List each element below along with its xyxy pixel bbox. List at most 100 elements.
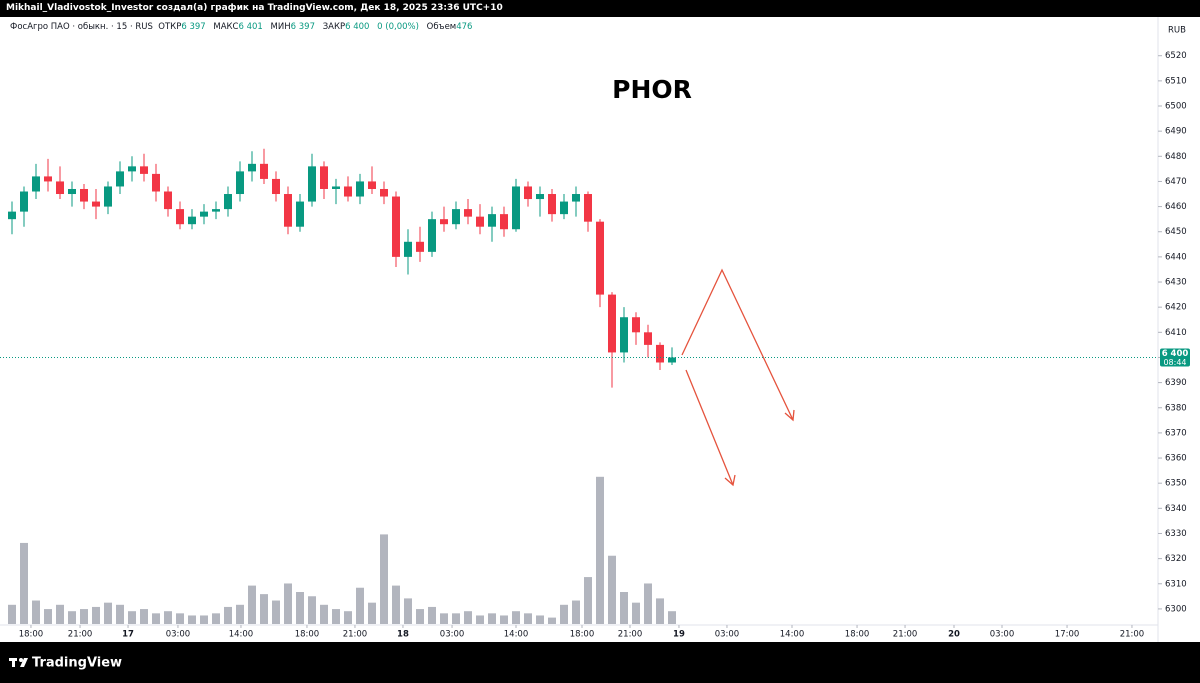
volume-bar [80,609,88,624]
candle-body [92,201,100,207]
volume-bar [428,606,436,624]
x-tick-label: 20 [948,630,960,640]
candle-body [488,214,496,227]
candle-body [524,186,532,200]
x-tick-label: 21:00 [618,630,643,640]
x-tick-label: 03:00 [715,630,740,640]
y-tick-label: 6330 [1165,529,1187,539]
volume-bar [344,611,352,624]
candle-body [320,166,328,189]
volume-bar [572,600,580,624]
candle-body [632,317,640,333]
y-tick-label: 6470 [1165,177,1187,187]
volume-bar [596,476,604,624]
volume-bar [176,613,184,624]
arrow-up-down [681,268,794,421]
candle-body [344,186,352,197]
x-tick-label: 19 [673,630,685,640]
volume-bar [296,592,304,624]
volume-bar [632,602,640,624]
volume-bar [524,613,532,624]
candle-body [248,163,256,172]
y-tick-label: 6310 [1165,579,1187,589]
candle-body [236,171,244,195]
series [8,148,676,624]
arrowhead [784,409,795,422]
candle-body [596,221,604,295]
volume-bar [644,583,652,624]
y-tick-label: 6350 [1165,479,1187,489]
candle-body [140,166,148,174]
volume-bar [308,596,316,624]
candle-body [200,211,208,217]
candle-body [152,173,160,192]
candle-body [476,216,484,227]
volume-bar [152,613,160,624]
y-tick-label: 6320 [1165,554,1187,564]
candle-body [512,186,520,230]
legend-value: 6 397 [290,22,315,32]
candle-body [560,201,568,215]
y-tick-label: 6360 [1165,454,1187,464]
x-tick-label: 21:00 [343,630,368,640]
candle-body [404,241,412,257]
y-tick-label: 6420 [1165,303,1187,313]
candle-body [656,344,664,363]
volume-bar [188,615,196,624]
candle-body [164,191,172,210]
drawing-arrows [681,268,795,487]
last-price-label: 6 400 [1162,349,1189,359]
brand: TradingView [32,656,122,671]
volume-bar [548,617,556,624]
candle-body [20,191,28,212]
volume-bar [248,585,256,624]
candle-body [428,219,436,252]
candle-body [116,171,124,187]
volume-bar [164,611,172,624]
candle-body [380,188,388,197]
candle-body [104,186,112,207]
candle-body [500,214,508,230]
volume-bar [560,604,568,624]
volume-bar [380,534,388,624]
x-tick-label: 14:00 [780,630,805,640]
legend-label: ОТКР [158,22,182,32]
candle-body [584,194,592,222]
candle-body [548,194,556,215]
symbol-legend: ФосАгро ПАО · обыкн. · 15 · RUS ОТКР6 39… [10,22,477,32]
candle-body [8,211,16,220]
candle-body [668,357,676,363]
legend-label: МИН [270,22,291,32]
volume-bar [356,587,364,624]
x-tick-label: 03:00 [440,630,465,640]
y-tick-label: 6490 [1165,127,1187,137]
countdown-label: 08:44 [1163,358,1186,367]
candle-body [188,216,196,225]
volume-bar [392,585,400,624]
volume-bar [284,583,292,624]
y-tick-label: 6430 [1165,278,1187,288]
volume-bar [512,611,520,624]
candle-body [68,188,76,195]
candle-body [536,194,544,200]
legend-value: 6 401 [238,22,263,32]
volume-bar [464,611,472,624]
volume-bar [212,613,220,624]
header-bar [0,0,1200,17]
volume-bar [32,600,40,624]
arrowhead [724,474,736,487]
candle-body [176,209,184,225]
x-tick-label: 21:00 [893,630,918,640]
legend-value: 476 [456,22,473,32]
y-tick-label: 6500 [1165,102,1187,112]
volume-bar [92,606,100,624]
volume-bar [320,604,328,624]
candle-body [440,219,448,225]
x-tick-label: 18 [397,630,409,640]
volume-bar [608,555,616,624]
candle-body [80,188,88,202]
legend-value: 6 397 [181,22,206,32]
y-tick-label: 6410 [1165,328,1187,338]
